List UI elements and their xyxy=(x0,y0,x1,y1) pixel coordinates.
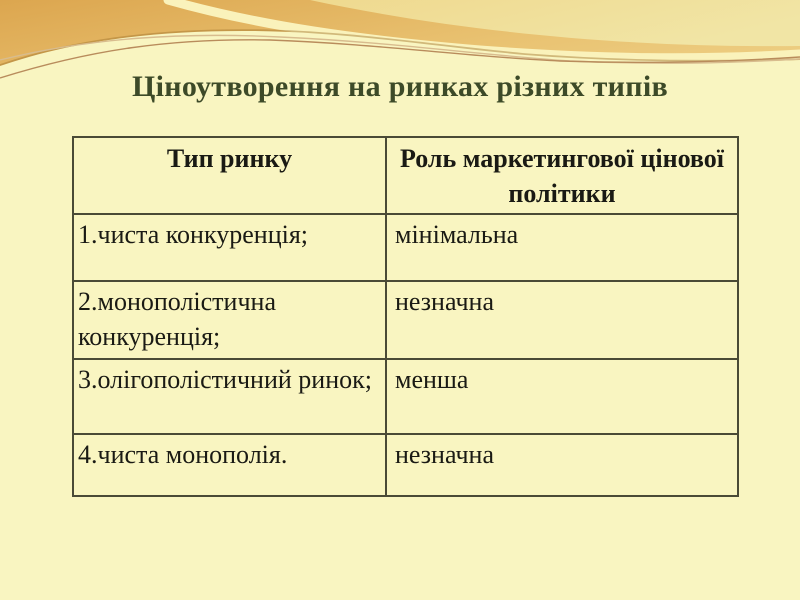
table-row: 2.монополістична конкуренція; незначна xyxy=(72,280,739,361)
wave-highlight-stripe xyxy=(163,0,800,63)
table-header-row: Тип ринку Роль маркетингової цінової пол… xyxy=(72,135,739,216)
wave-accent-line-dark xyxy=(0,39,800,79)
top-wave-decoration xyxy=(0,0,800,150)
table-row: 3.олігополістичний ринок; менша xyxy=(72,358,739,436)
cell-market-type-2: 2.монополістична конкуренція; xyxy=(72,280,387,361)
header-cell-market-type: Тип ринку xyxy=(72,135,387,216)
wave-cream-body xyxy=(0,30,800,150)
header-cell-pricing-role: Роль маркетингової цінової політики xyxy=(385,135,739,216)
wave-accent-line-light xyxy=(0,34,800,64)
wave-pale-region xyxy=(310,0,800,47)
table-row: 4.чиста монополія. незначна xyxy=(72,433,739,498)
cell-role-1: мінімальна xyxy=(385,213,739,283)
cell-market-type-1: 1.чиста конкуренція; xyxy=(72,213,387,283)
cell-role-4: незначна xyxy=(385,433,739,498)
cell-role-2: незначна xyxy=(385,280,739,361)
cell-role-3: менша xyxy=(385,358,739,436)
cell-market-type-4: 4.чиста монополія. xyxy=(72,433,387,498)
table-row: 1.чиста конкуренція; мінімальна xyxy=(72,213,739,283)
slide-title: Ціноутворення на ринках різних типів xyxy=(131,70,668,103)
pricing-table: Тип ринку Роль маркетингової цінової пол… xyxy=(72,135,739,498)
cell-market-type-3: 3.олігополістичний ринок; xyxy=(72,358,387,436)
